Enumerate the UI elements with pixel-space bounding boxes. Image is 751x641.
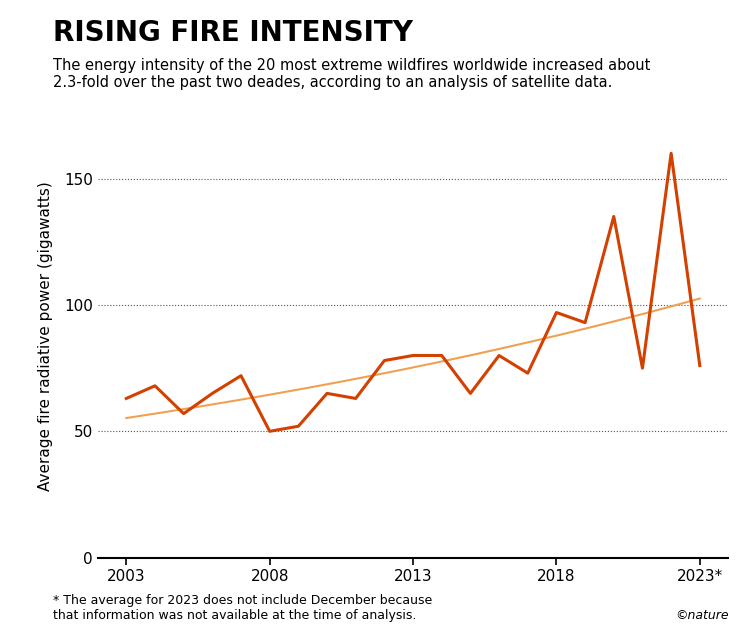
Y-axis label: Average fire radiative power (gigawatts): Average fire radiative power (gigawatts) — [38, 181, 53, 492]
Text: ©nature: ©nature — [675, 609, 728, 622]
Text: The energy intensity of the 20 most extreme wildfires worldwide increased about
: The energy intensity of the 20 most extr… — [53, 58, 650, 90]
Text: RISING FIRE INTENSITY: RISING FIRE INTENSITY — [53, 19, 412, 47]
Text: * The average for 2023 does not include December because
that information was no: * The average for 2023 does not include … — [53, 594, 432, 622]
